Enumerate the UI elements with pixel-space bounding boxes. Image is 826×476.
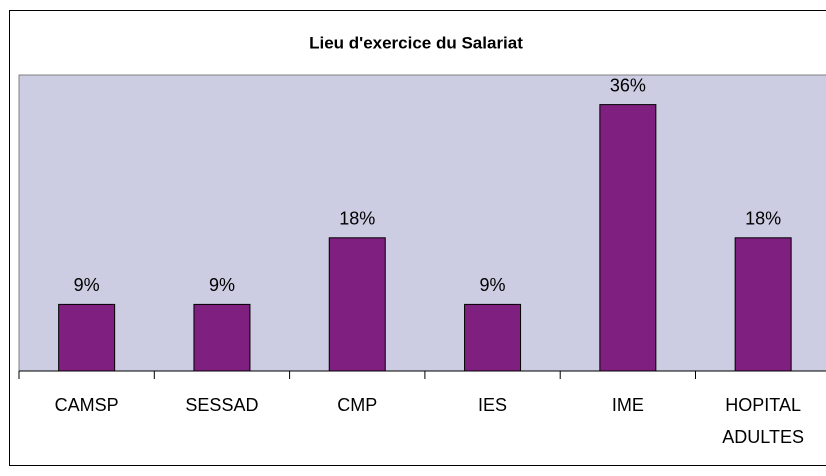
data-label: 9% xyxy=(480,275,506,295)
data-label: 36% xyxy=(610,75,646,95)
x-tick-label: HOPITAL ADULTES xyxy=(722,395,804,447)
bar xyxy=(328,237,386,372)
chart-title: Lieu d'exercice du Salariat xyxy=(309,33,523,52)
x-tick-label: IES xyxy=(478,395,508,415)
plot-area xyxy=(18,74,826,372)
x-tick-label: CAMSP xyxy=(54,395,119,415)
bar xyxy=(464,303,522,372)
bar xyxy=(193,303,251,372)
data-label: 9% xyxy=(74,275,100,295)
x-tick-label: IME xyxy=(611,395,644,415)
data-label: 9% xyxy=(209,275,235,295)
bar xyxy=(734,237,792,372)
bar xyxy=(58,303,116,372)
data-label: 18% xyxy=(745,209,781,229)
data-label: 18% xyxy=(339,209,375,229)
bar xyxy=(599,104,657,372)
x-tick-label: CMP xyxy=(337,395,378,415)
x-tick-label: SESSAD xyxy=(185,395,259,415)
